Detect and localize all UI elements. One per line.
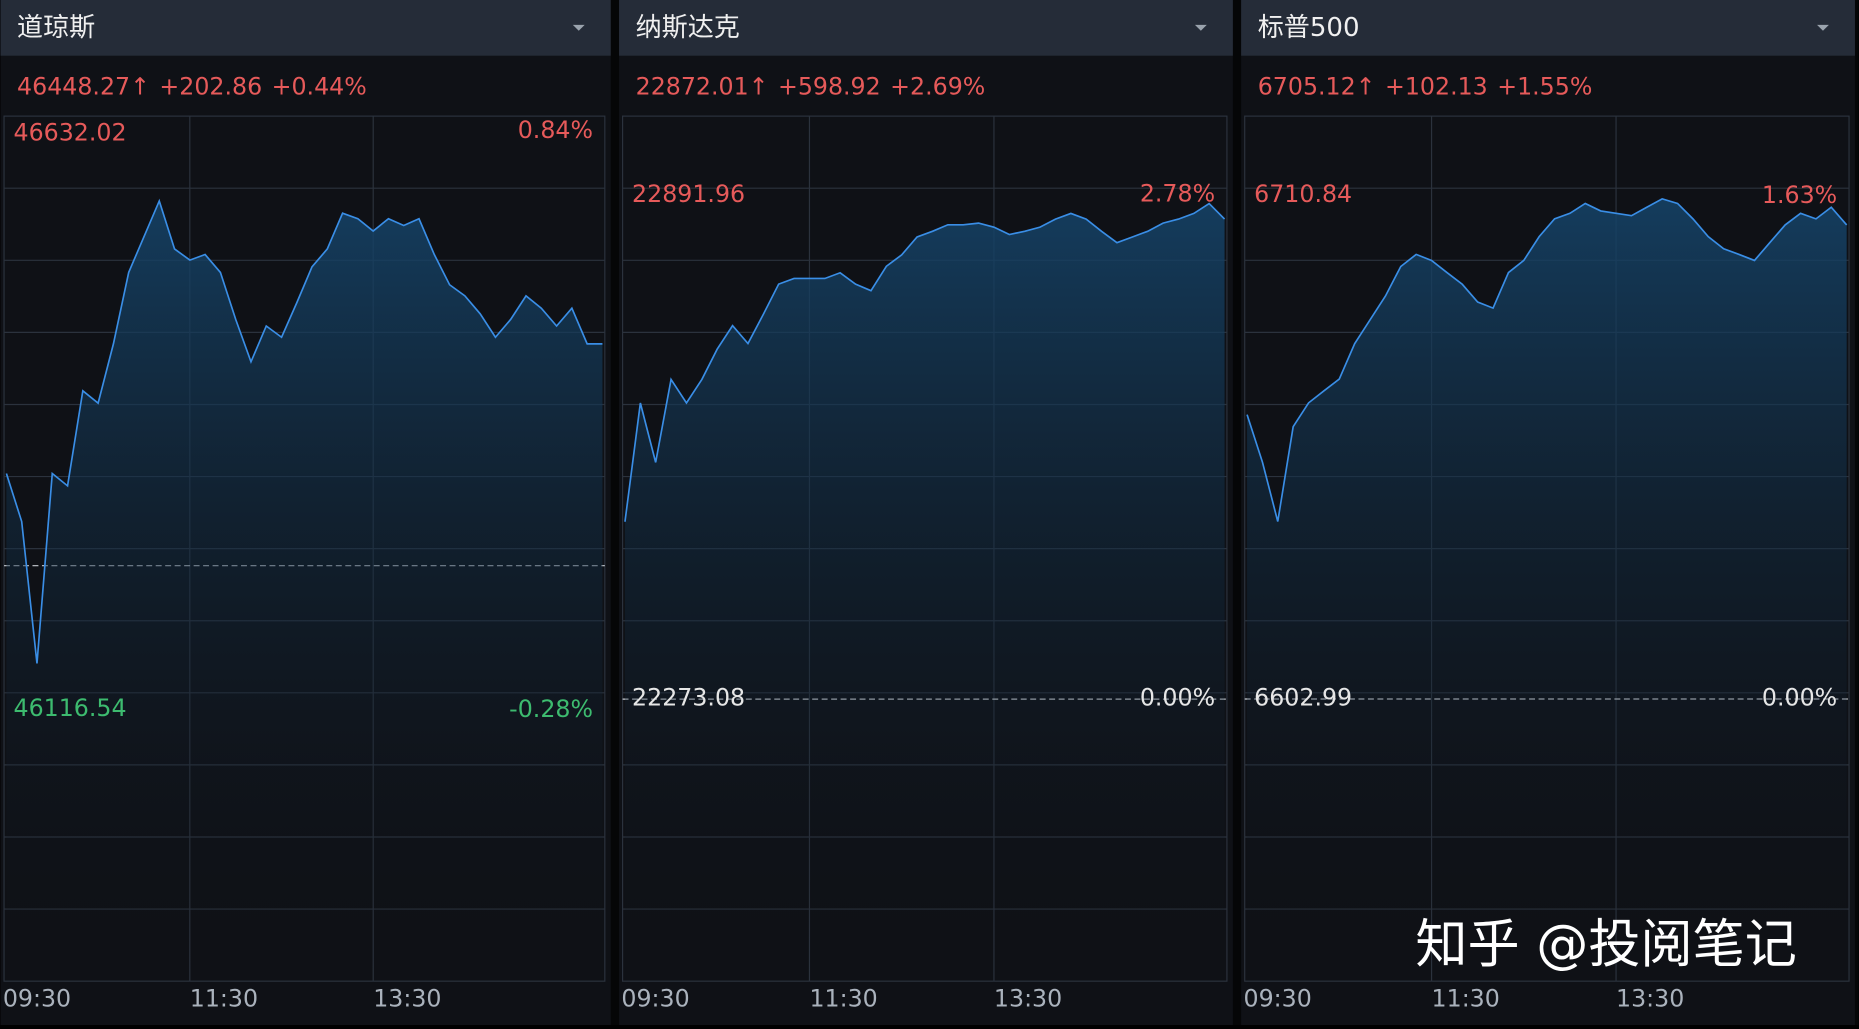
- quote-change: +598.92: [778, 72, 881, 100]
- y-tick-label: 46632.02: [14, 118, 127, 146]
- watermark: 知乎 @投阅笔记: [1415, 915, 1796, 975]
- panel-header[interactable]: [0, 0, 611, 56]
- price-area: [6, 200, 603, 982]
- quote: 6705.12↑ +102.13 +1.55%: [1258, 72, 1593, 100]
- price-area: [624, 203, 1225, 982]
- y2-tick-label: 0.00%: [1762, 683, 1837, 711]
- dropdown-arrow[interactable]: [1817, 24, 1829, 31]
- x-tick-label: 09:30: [621, 985, 689, 1013]
- y-tick-label: 46116.54: [14, 694, 127, 722]
- quote-change-pct: +2.69%: [890, 72, 985, 100]
- y-tick-label: 6710.84: [1254, 180, 1352, 208]
- panel-header[interactable]: [1241, 0, 1855, 56]
- x-tick-label: 11:30: [1432, 985, 1500, 1013]
- panel-header[interactable]: [619, 0, 1233, 56]
- quote-price: 6705.12↑: [1258, 72, 1376, 100]
- x-tick-label: 13:30: [1616, 985, 1684, 1013]
- x-tick-label: 09:30: [3, 985, 71, 1013]
- x-tick-label: 11:30: [809, 985, 877, 1013]
- panel-title: 标普500: [1258, 13, 1360, 43]
- y-tick-label: 22273.08: [632, 684, 745, 712]
- quote: 46448.27↑ +202.86 +0.44%: [17, 72, 367, 100]
- panel-title: 道琼斯: [17, 13, 95, 43]
- dropdown-arrow[interactable]: [572, 24, 585, 31]
- price-line: [5, 198, 603, 664]
- x-tick-label: 13:30: [373, 985, 441, 1013]
- y2-tick-label: 2.78%: [1140, 180, 1215, 208]
- dropdown-arrow[interactable]: [1194, 24, 1207, 31]
- quote-change: +102.13: [1385, 72, 1488, 100]
- price-line: [1246, 197, 1848, 522]
- y2-tick-label: -0.28%: [509, 695, 593, 723]
- x-tick-label: 13:30: [994, 985, 1062, 1013]
- quote-change-pct: +1.55%: [1497, 72, 1592, 100]
- quote: 22872.01↑ +598.92 +2.69%: [636, 72, 986, 100]
- x-tick-label: 09:30: [1244, 985, 1312, 1013]
- y2-tick-label: 1.63%: [1762, 181, 1837, 209]
- quote-price: 46448.27↑: [17, 72, 150, 100]
- y2-tick-label: 0.00%: [1140, 684, 1215, 712]
- quote-price: 22872.01↑: [636, 72, 769, 100]
- y-tick-label: 22891.96: [632, 180, 745, 208]
- quote-change: +202.86: [159, 72, 262, 100]
- price-area: [1247, 198, 1847, 982]
- y-tick-label: 6602.99: [1254, 684, 1352, 712]
- price-line: [624, 202, 1226, 522]
- panel-title: 纳斯达克: [636, 13, 740, 43]
- y2-tick-label: 0.84%: [518, 116, 593, 144]
- quote-change-pct: +0.44%: [272, 72, 367, 100]
- x-tick-label: 11:30: [190, 985, 258, 1013]
